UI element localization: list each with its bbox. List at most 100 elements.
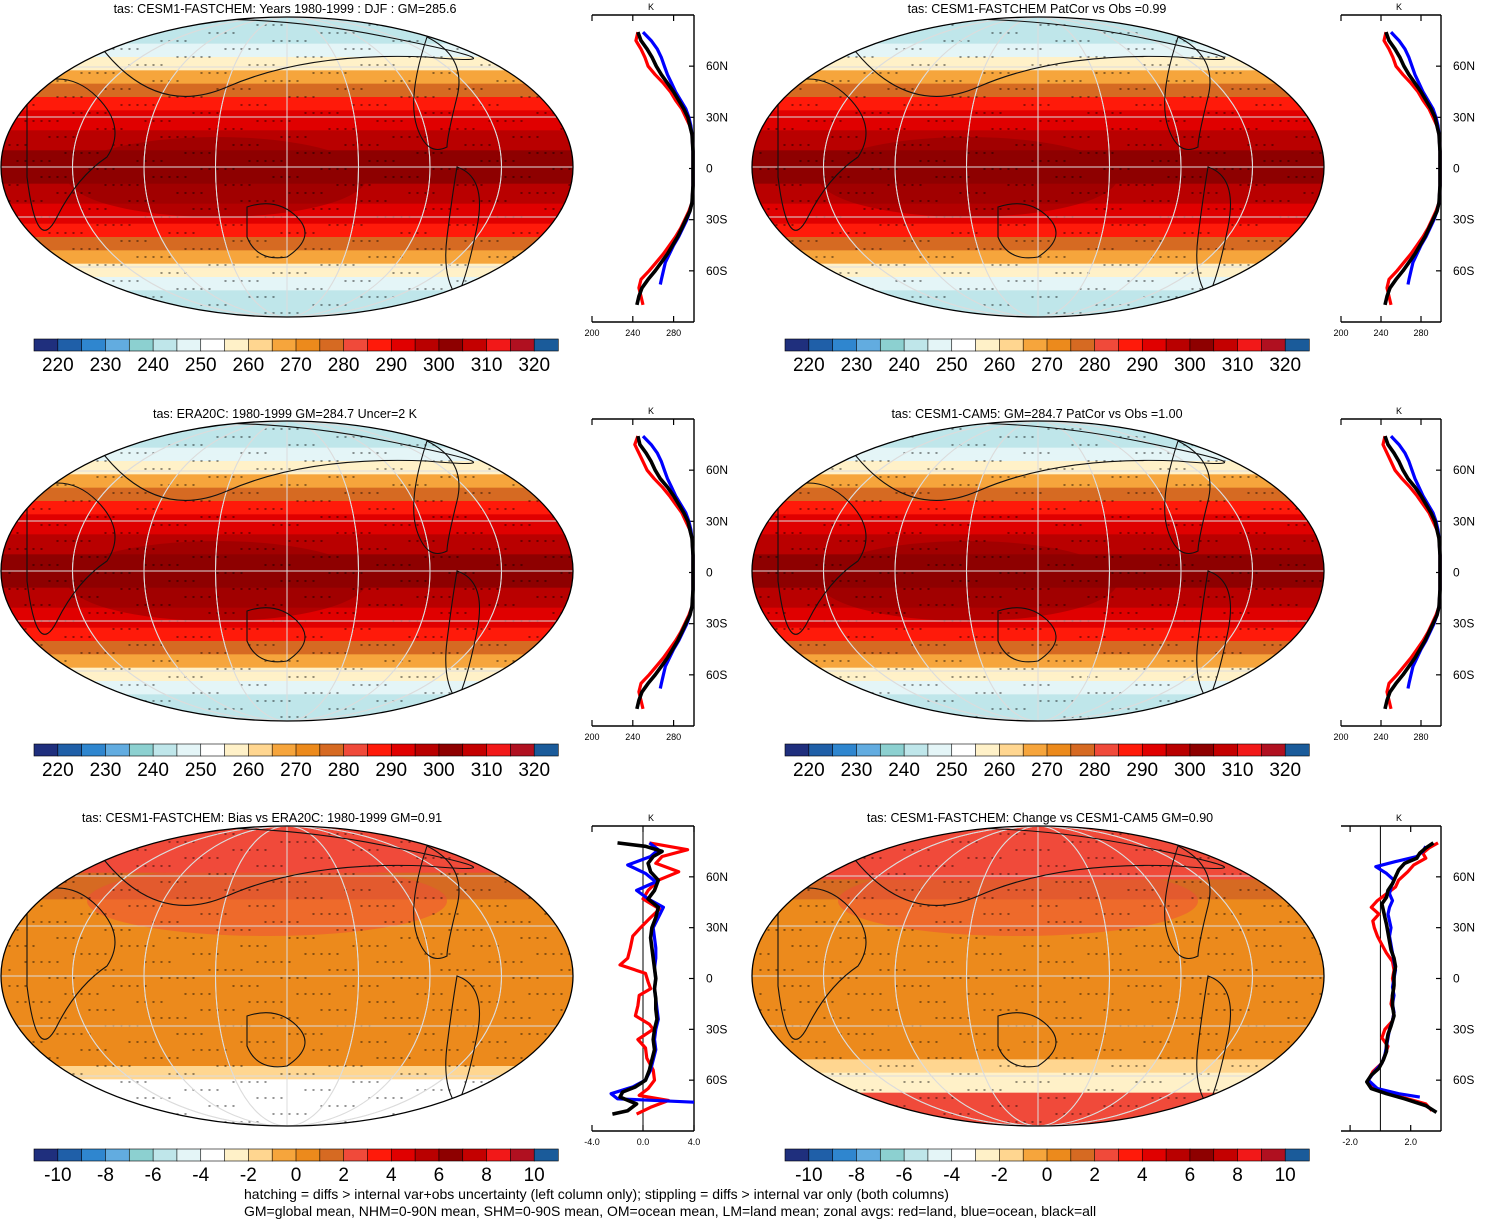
footer-line-2: GM=global mean, NHM=0-90N mean, SHM=0-90…	[244, 1203, 1097, 1219]
colorbar-swatch	[200, 1148, 226, 1162]
panel-3: tas: ERA20C: 1980-1999 GM=284.7 Uncer=2 …	[0, 406, 728, 781]
coastline	[246, 1012, 306, 1068]
colorbar: 220 230 240 250 260 270 280 290 300 310 320	[784, 338, 1310, 376]
colorbar-tick-label: 320	[518, 355, 550, 376]
zonal-profile: K 200 240 280 60N 30N 0 30S 60S	[1333, 2, 1475, 338]
colorbar-tick-label: 220	[793, 760, 825, 781]
map	[752, 17, 1324, 317]
colorbar-swatch	[152, 338, 178, 352]
colorbar-swatch	[999, 743, 1024, 757]
colorbar-swatch	[390, 338, 416, 352]
colorbar-swatch	[486, 338, 511, 352]
coastline	[997, 1012, 1057, 1068]
colorbar-swatch	[81, 743, 107, 757]
panel-2: tas: CESM1-FASTCHEM PatCor vs Obs =0.99 2…	[751, 2, 1475, 376]
colorbar-swatch	[438, 338, 464, 352]
colorbar-swatch	[343, 1148, 369, 1162]
meridian	[823, 826, 1253, 1126]
colorbar-swatch	[414, 743, 440, 757]
colorbar-swatch	[832, 743, 858, 757]
colorbar-swatch	[856, 1148, 881, 1162]
colorbar-tick-label: 230	[90, 355, 122, 376]
profile-unit: K	[648, 406, 654, 416]
map	[752, 421, 1324, 721]
colorbar-swatch	[1022, 1148, 1048, 1162]
colorbar-tick-label: 310	[471, 355, 503, 376]
colorbar-swatch	[1213, 338, 1239, 352]
colorbar-swatch	[224, 1148, 249, 1162]
colorbar-swatch	[951, 1148, 977, 1162]
map-border	[751, 16, 1325, 318]
colorbar-swatch	[1213, 1148, 1239, 1162]
panel-5: tas: CESM1-FASTCHEM: Bias vs ERA20C: 198…	[0, 811, 728, 1186]
coastline	[997, 203, 1057, 259]
colorbar-swatch	[390, 743, 416, 757]
colorbar-swatch	[462, 338, 488, 352]
colorbar-swatch	[390, 1148, 416, 1162]
colorbar-swatch	[927, 1148, 953, 1162]
colorbar-swatch	[248, 1148, 273, 1162]
colorbar-swatch	[105, 1148, 130, 1162]
colorbar-swatch	[1141, 338, 1167, 352]
profile-ytick-label: 30S	[706, 617, 727, 631]
meridian	[143, 17, 431, 317]
colorbar-swatch	[248, 338, 273, 352]
colorbar-tick-label: 250	[185, 760, 217, 781]
profile-xtick-label: 280	[1413, 732, 1428, 742]
colorbar-swatch	[1046, 743, 1072, 757]
colorbar-tick-label: 260	[233, 760, 265, 781]
colorbar-tick-label: 270	[280, 355, 312, 376]
profile-xtick-label: 200	[1333, 732, 1348, 742]
profile-xtick-label: 240	[625, 732, 640, 742]
colorbar-swatch	[248, 743, 273, 757]
profile-ytick-label: 60S	[706, 1073, 727, 1087]
profile-ytick-label: 30N	[1453, 514, 1475, 528]
zonal-profile: K -2.0 2.0 60N 30N 0 30S 60S	[1341, 813, 1475, 1147]
colorbar-swatch	[152, 1148, 178, 1162]
profile-unit: K	[648, 813, 654, 823]
colorbar-swatch	[1237, 743, 1262, 757]
colorbar-swatch	[1237, 338, 1262, 352]
colorbar-swatch	[1189, 743, 1215, 757]
colorbar-tick-label: 4	[1137, 1165, 1148, 1186]
meridian	[894, 826, 1182, 1126]
colorbar-swatch	[33, 338, 59, 352]
coastline	[26, 887, 116, 1040]
profile-ytick-label: 60N	[1453, 870, 1475, 884]
coastline	[777, 78, 867, 231]
colorbar-swatch	[57, 1148, 83, 1162]
profile-ytick-label: 30S	[1453, 1022, 1474, 1036]
panel-title: tas: CESM1-FASTCHEM: Bias vs ERA20C: 198…	[82, 811, 442, 825]
colorbar-swatch	[1189, 338, 1215, 352]
colorbar-tick-label: 240	[888, 355, 920, 376]
profile-xtick-label: 0.0	[637, 1137, 650, 1147]
colorbar-swatch	[975, 338, 1000, 352]
map	[1, 826, 573, 1126]
colorbar-swatch	[1165, 1148, 1191, 1162]
colorbar-swatch	[33, 1148, 59, 1162]
meridian	[966, 826, 1110, 1126]
colorbar-swatch	[1070, 338, 1096, 352]
colorbar-tick-label: 220	[42, 355, 74, 376]
colorbar-tick-label: 8	[481, 1165, 492, 1186]
meridian	[894, 421, 1182, 721]
colorbar-swatch	[832, 338, 858, 352]
colorbar-swatch	[808, 1148, 834, 1162]
profile-xtick-label: 2.0	[1404, 1137, 1417, 1147]
coastline	[837, 827, 1226, 906]
colorbar-swatch	[510, 1148, 535, 1162]
colorbar-swatch	[414, 1148, 440, 1162]
colorbar-tick-label: 310	[1222, 760, 1254, 781]
colorbar-swatch	[1046, 1148, 1072, 1162]
colorbar-swatch	[1189, 1148, 1215, 1162]
profile-ytick-label: 30N	[1453, 110, 1475, 124]
colorbar-tick-label: 280	[328, 760, 360, 781]
colorbar-swatch	[319, 338, 345, 352]
warm-pool	[67, 541, 367, 621]
colorbar-swatch	[1070, 1148, 1096, 1162]
colorbar-swatch	[414, 338, 440, 352]
profile-unit: K	[1396, 2, 1402, 12]
colorbar-swatch	[1118, 338, 1143, 352]
colorbar-swatch	[1094, 743, 1120, 757]
colorbar-swatch	[951, 338, 977, 352]
